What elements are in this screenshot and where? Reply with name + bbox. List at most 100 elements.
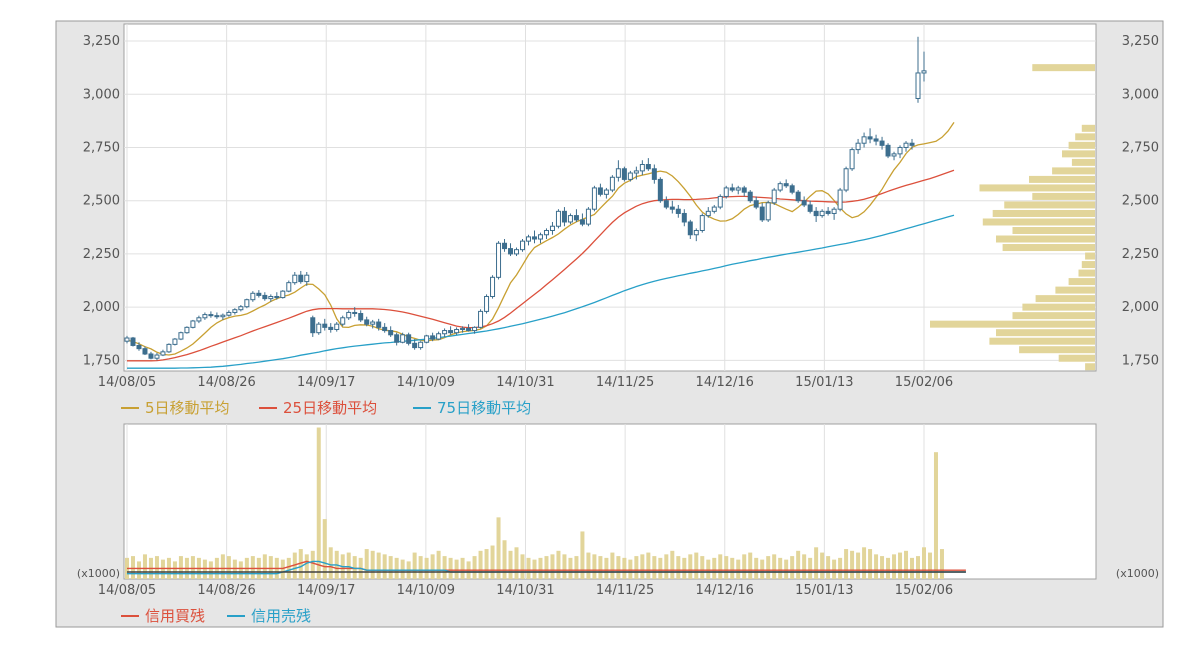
volume-bar xyxy=(508,550,513,579)
candle xyxy=(801,196,807,208)
volume-bar xyxy=(532,559,537,579)
candle xyxy=(675,204,681,218)
candle-body xyxy=(621,168,627,180)
candle xyxy=(238,305,244,312)
candle-body xyxy=(867,136,873,140)
candle xyxy=(478,309,484,329)
volume-bar xyxy=(370,550,375,579)
candle xyxy=(831,207,837,220)
candle xyxy=(508,243,514,257)
volume-bar xyxy=(352,556,357,579)
volume-bar xyxy=(556,550,561,579)
candle-body xyxy=(915,72,921,100)
candle-body xyxy=(693,229,699,236)
volume-bar xyxy=(670,550,675,579)
volume-bar xyxy=(364,549,369,579)
volume-bar xyxy=(814,547,819,579)
candle-body xyxy=(280,290,286,299)
price-y-tick-label-left: 3,250 xyxy=(83,34,120,49)
candle xyxy=(585,207,591,227)
volume-profile-bar xyxy=(1012,226,1095,234)
candle-body xyxy=(502,242,508,250)
candle-body xyxy=(795,191,801,202)
volume-bar xyxy=(424,557,429,579)
candle xyxy=(555,209,561,229)
candle xyxy=(741,185,747,197)
volume-profile-bar xyxy=(1032,192,1095,200)
price-grid xyxy=(124,24,1096,371)
candle xyxy=(214,312,220,319)
candle-body xyxy=(364,319,370,325)
volume-profile-bar xyxy=(1002,244,1095,252)
volume-bar xyxy=(190,556,195,579)
candle-body xyxy=(352,311,358,315)
candle xyxy=(579,213,585,227)
volume-bar xyxy=(880,556,885,579)
candle-body xyxy=(597,187,603,195)
volume-bar xyxy=(316,427,321,579)
candle-body xyxy=(633,170,639,174)
volume-bar xyxy=(700,556,705,579)
candle xyxy=(484,294,490,314)
candle xyxy=(280,290,286,299)
volume-bar xyxy=(262,554,267,579)
volume-bar xyxy=(178,556,183,579)
candle xyxy=(657,177,663,203)
candle-body xyxy=(627,172,633,180)
price-y-tick-label-left: 2,250 xyxy=(83,247,120,262)
candle-body xyxy=(418,341,424,349)
volume-profile-bar xyxy=(996,329,1095,337)
candle xyxy=(352,307,358,317)
candle-body xyxy=(508,248,514,255)
price-x-tick-label: 14/08/26 xyxy=(197,375,255,390)
candle xyxy=(531,230,537,244)
candle-body xyxy=(651,168,657,180)
candle xyxy=(172,338,178,346)
candle xyxy=(322,318,328,331)
candle xyxy=(783,179,789,188)
volume-profile-bar xyxy=(1055,286,1095,294)
candle xyxy=(735,185,741,195)
candle xyxy=(711,204,717,214)
volume-bar xyxy=(652,556,657,579)
candle-body xyxy=(897,146,903,155)
ma5-line xyxy=(126,122,955,356)
price-y-tick-label-right: 2,250 xyxy=(1122,247,1159,262)
candle xyxy=(382,323,388,333)
price-x-tick-label: 14/10/09 xyxy=(397,375,455,390)
volume-profile-bar xyxy=(996,235,1095,243)
candle xyxy=(591,185,597,212)
price-y-tick-label-left: 2,000 xyxy=(83,300,120,315)
volume-profile-bar xyxy=(1085,252,1095,260)
volume-profile-bar xyxy=(1081,124,1095,132)
candle-body xyxy=(639,164,645,172)
candle xyxy=(490,275,496,299)
volume-x-tick-label: 14/08/05 xyxy=(98,583,156,598)
candle-body xyxy=(879,140,885,146)
candle-body xyxy=(771,189,777,204)
candle xyxy=(645,158,651,171)
candle-body xyxy=(903,142,909,148)
candle-body xyxy=(322,323,328,328)
candle-body xyxy=(310,317,316,334)
candle xyxy=(502,239,508,252)
volume-bar xyxy=(832,559,837,579)
volume-bar xyxy=(604,557,609,579)
candle xyxy=(525,234,531,246)
candle-body xyxy=(166,343,172,353)
volume-bar xyxy=(718,554,723,579)
volume-bar xyxy=(748,552,753,579)
candle xyxy=(567,213,573,225)
candle-body xyxy=(442,330,448,335)
candle-body xyxy=(142,348,148,355)
candle xyxy=(142,346,148,356)
candle-body xyxy=(813,210,819,217)
candle-body xyxy=(196,317,202,322)
candle-body xyxy=(268,295,274,300)
volume-bar xyxy=(688,554,693,579)
volume-bar xyxy=(538,557,543,579)
candle-body xyxy=(861,136,867,144)
candle xyxy=(669,200,675,214)
